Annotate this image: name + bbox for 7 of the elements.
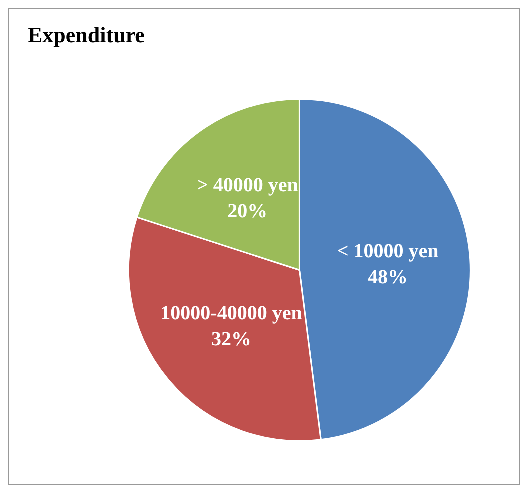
slice-label: > 40000 yen (196, 174, 298, 197)
slice-label: < 10000 yen (337, 240, 439, 263)
slice-label: 10000-40000 yen (160, 302, 302, 325)
data-label: 32% (212, 328, 252, 351)
chart-title: Expenditure (28, 22, 146, 48)
data-label: 20% (228, 200, 268, 223)
data-label: 48% (368, 266, 408, 289)
